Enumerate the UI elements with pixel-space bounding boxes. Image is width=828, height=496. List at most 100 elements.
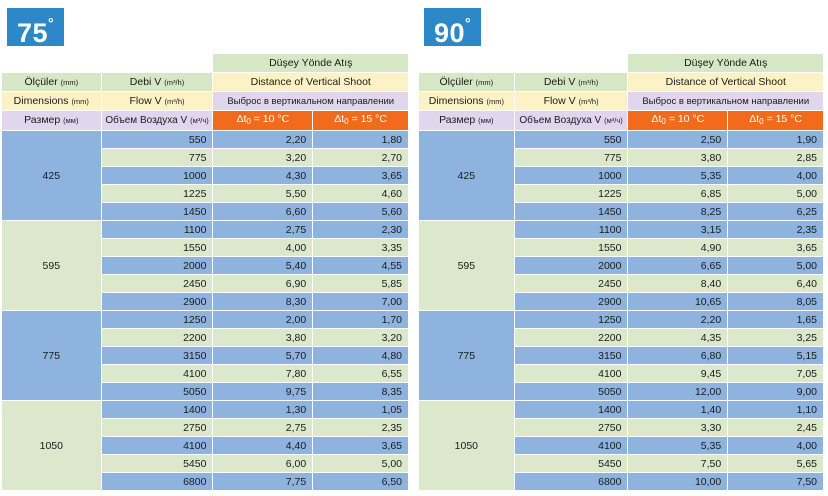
throw-dt10-cell: 3,80 [212, 328, 314, 347]
table-row: 2450 8,40 6,40 [419, 274, 824, 293]
cell-value: 2,75 [285, 223, 307, 236]
dim-unit: (мм) [63, 116, 79, 125]
cell-value: 8,25 [700, 205, 722, 218]
cell-value: 1550 [183, 241, 207, 254]
cell-value: 5,00 [796, 187, 817, 200]
header-row-tr: Ölçüler (mm) Debi V (m³/h) Distance of Ver… [1, 72, 409, 92]
throw-dt10-cell: 12,00 [627, 382, 729, 401]
flow-cell: 2450 [100, 274, 214, 293]
cell-value: 7,80 [285, 367, 307, 380]
throw-dt15-cell: 5,00 [727, 256, 824, 275]
cell-value: 4,80 [381, 349, 402, 362]
header-row-en: Dimensions (mm) Flow V (m³/h) Выброс в вер… [418, 91, 824, 111]
flow-cell: 2000 [513, 256, 629, 275]
cell-value: 1400 [598, 403, 622, 416]
flow-label-en: Flow V (m³/h) [100, 91, 214, 111]
cell-value: 9,75 [285, 385, 307, 398]
flow-text: Debi V [543, 75, 576, 88]
cell-value: 2450 [598, 277, 622, 290]
flow-unit: (м³/ч) [604, 116, 623, 125]
flow-cell: 1250 [513, 310, 629, 329]
size-cell: 1050 [1, 400, 102, 491]
throw-distance-table: Düşey Yönde Atış Ölçüler (mm) Debi V (m³/h… [418, 53, 824, 491]
table-row: 4100 4,40 3,65 [2, 436, 409, 455]
cell-value: 6800 [183, 475, 207, 488]
cell-value: 1100 [183, 223, 207, 236]
cell-value: 3,20 [381, 331, 402, 344]
angle-value: 90 [434, 18, 466, 48]
cell-value: 3,30 [700, 421, 722, 434]
flow-cell: 4100 [513, 364, 629, 383]
cell-value: 5,00 [381, 457, 402, 470]
degree-sign: ° [465, 15, 472, 31]
cell-value: 3,20 [285, 151, 307, 164]
table-row: 595 1100 3,15 2,35 [418, 220, 824, 311]
table-row: 775 3,80 2,85 [419, 148, 824, 167]
cell-value: 5050 [183, 385, 207, 398]
throw-dt15-cell: 2,45 [727, 418, 824, 437]
cell-value: 3150 [598, 349, 622, 362]
cell-value: 3,15 [700, 223, 722, 236]
flow-cell: 2450 [513, 274, 629, 293]
cell-value: 4,00 [285, 241, 307, 254]
title-ru: Выброс в вертикальном направлении [227, 95, 395, 107]
throw-dt15-cell: 1,65 [727, 310, 824, 329]
throw-dt10-cell: 4,35 [627, 328, 729, 347]
table-row: 775 1250 2,20 1,65 [418, 310, 824, 401]
cell-value: 2,85 [796, 151, 817, 164]
cell-value: 3150 [183, 349, 207, 362]
cell-value: 6,00 [285, 457, 307, 470]
cell-value: 8,30 [285, 295, 307, 308]
cell-value: 1,40 [700, 403, 722, 416]
dim-text: Dimensions [428, 94, 484, 107]
cell-value: 5,50 [285, 187, 307, 200]
cell-value: 3,35 [381, 241, 402, 254]
throw-dt10-cell: 3,15 [627, 220, 729, 239]
flow-cell: 1000 [100, 166, 214, 185]
table-row: 2750 2,75 2,35 [2, 418, 409, 437]
flow-cell: 5050 [100, 382, 214, 401]
dim-label-tr: Ölçüler (mm) [1, 72, 102, 92]
table-row: 1000 5,35 4,00 [419, 166, 824, 185]
throw-dt15-cell: 3,35 [312, 238, 409, 257]
title-ru-cell: Выброс в вертикальном направлении [627, 91, 824, 111]
flow-cell: 1100 [513, 220, 629, 239]
table-row: 4100 9,45 7,05 [419, 364, 824, 383]
cell-value: 2,30 [381, 223, 402, 236]
angle-badge: 90° [424, 8, 482, 48]
throw-dt10-cell: 6,65 [627, 256, 729, 275]
table-row: 1000 4,30 3,65 [2, 166, 409, 185]
flow-text: Flow V [543, 94, 576, 107]
size-cell: 775 [418, 310, 515, 401]
size-cell: 595 [1, 220, 102, 311]
throw-dt10-cell: 2,20 [627, 310, 729, 329]
cell-value: 5,70 [285, 349, 307, 362]
throw-dt15-cell: 5,65 [727, 454, 824, 473]
header-row-ru: Размер (мм) Объем Воздуха V (м³/ч) Δt0 = 1… [1, 110, 409, 131]
throw-dt10-cell: 6,85 [627, 184, 729, 203]
header-row-en: Dimensions (mm) Flow V (m³/h) Выброс в вер… [1, 91, 409, 111]
title-tr-cell: Düşey Yönde Atış [627, 53, 824, 73]
cell-value: 6,85 [700, 187, 722, 200]
table-row: 4100 5,35 4,00 [419, 436, 824, 455]
throw-dt10-cell: 3,30 [627, 418, 729, 437]
cell-value: 2900 [598, 295, 622, 308]
cell-value: 2200 [183, 331, 207, 344]
flow-cell: 1550 [100, 238, 214, 257]
flow-cell: 550 [100, 130, 214, 149]
cell-value: 1,65 [796, 313, 817, 326]
cell-value: 10,00 [694, 475, 722, 488]
cell-value: 6,50 [381, 475, 402, 488]
cell-value: 3,65 [796, 241, 817, 254]
throw-dt10-cell: 2,20 [212, 130, 314, 149]
cell-value: 3,65 [381, 169, 402, 182]
flow-cell: 1225 [513, 184, 629, 203]
flow-cell: 5450 [100, 454, 214, 473]
throw-dt15-cell: 2,30 [312, 220, 409, 239]
cell-value: 1,30 [285, 403, 307, 416]
size-value: 425 [42, 169, 61, 182]
flow-cell: 1225 [100, 184, 214, 203]
size-value: 595 [42, 259, 61, 272]
throw-dt15-cell: 4,80 [312, 346, 409, 365]
cell-value: 2450 [183, 277, 207, 290]
